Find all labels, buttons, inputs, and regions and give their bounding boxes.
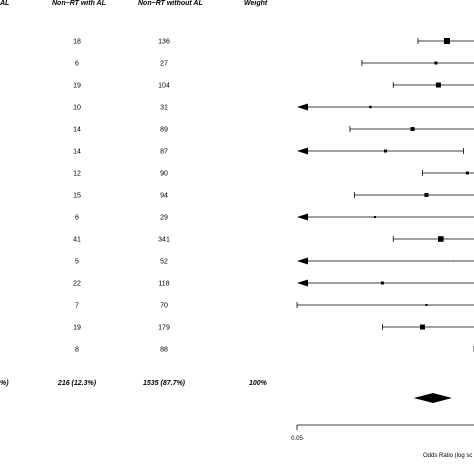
- point-estimate: [380, 281, 384, 285]
- cell-nonrt-without-al: 341: [158, 237, 170, 244]
- total-weight: 100%: [249, 380, 268, 387]
- x-tick-label: 0.05: [291, 436, 303, 442]
- cell-nonrt-without-al: 94: [160, 193, 168, 200]
- point-estimate: [437, 236, 444, 242]
- cell-nonrt-with-al: 15: [73, 193, 81, 200]
- cell-nonrt-with-al: 18: [73, 39, 81, 46]
- cell-nonrt-with-al: 12: [73, 171, 81, 178]
- cell-nonrt-with-al: 6: [75, 215, 79, 222]
- cell-nonrt-without-al: 136: [158, 39, 170, 46]
- point-estimate: [373, 216, 376, 218]
- point-estimate: [369, 105, 372, 109]
- ci-left-arrow: [297, 213, 308, 221]
- cell-nonrt-with-al: 22: [73, 281, 81, 288]
- cell-nonrt-with-al: 5: [75, 259, 79, 266]
- header-nonrt-without-al: Non−RT without AL: [138, 0, 203, 7]
- cell-nonrt-with-al: 14: [73, 127, 81, 134]
- x-axis-label: Odds Ratio (log sc: [423, 453, 472, 459]
- cell-nonrt-with-al: 19: [73, 325, 81, 332]
- cell-nonrt-without-al: 118: [158, 281, 169, 288]
- forest-plot-area: [296, 38, 474, 403]
- total-nonrt-with-al: 216 (12.3%): [57, 380, 97, 387]
- ci-left-arrow: [297, 279, 308, 287]
- cell-nonrt-without-al: 179: [158, 325, 170, 332]
- point-estimate: [384, 149, 387, 153]
- ci-left-arrow: [297, 147, 308, 155]
- ci-left-arrow: [297, 257, 308, 265]
- cell-nonrt-with-al: 6: [75, 61, 79, 68]
- point-estimate: [425, 304, 428, 306]
- point-estimate: [453, 260, 455, 262]
- cell-nonrt-without-al: 31: [160, 105, 168, 112]
- total-left-fragment: %): [0, 380, 9, 387]
- cell-nonrt-without-al: 88: [160, 347, 168, 354]
- cell-nonrt-without-al: 90: [160, 171, 168, 178]
- point-estimate: [443, 38, 450, 44]
- header-nonrt-with-al: Non−RT with AL: [52, 0, 106, 7]
- point-estimate: [420, 324, 426, 330]
- cell-nonrt-with-al: 19: [73, 83, 81, 90]
- cell-nonrt-without-al: 29: [160, 215, 168, 222]
- cell-nonrt-with-al: 10: [73, 105, 81, 112]
- cell-nonrt-with-al: 8: [75, 347, 79, 354]
- cell-nonrt-without-al: 89: [160, 127, 168, 134]
- cell-nonrt-with-al: 7: [75, 303, 79, 310]
- cell-nonrt-with-al: 14: [73, 149, 81, 156]
- cell-nonrt-with-al: 41: [73, 237, 81, 244]
- ci-left-arrow: [297, 103, 308, 111]
- point-estimate: [434, 61, 438, 65]
- point-estimate: [424, 193, 429, 197]
- total-nonrt-without-al: 1535 (87.7%): [143, 380, 186, 387]
- point-estimate: [465, 171, 469, 175]
- point-estimate: [410, 127, 415, 131]
- point-estimate: [435, 82, 441, 88]
- header-rt-al-fragment: AL: [0, 0, 9, 7]
- cell-nonrt-without-al: 87: [160, 149, 168, 156]
- cell-nonrt-without-al: 52: [160, 259, 168, 266]
- cell-nonrt-without-al: 70: [160, 303, 168, 310]
- pooled-diamond: [413, 393, 453, 403]
- header-weight: Weight: [244, 0, 268, 7]
- cell-nonrt-without-al: 104: [158, 83, 170, 90]
- cell-nonrt-without-al: 27: [160, 61, 168, 68]
